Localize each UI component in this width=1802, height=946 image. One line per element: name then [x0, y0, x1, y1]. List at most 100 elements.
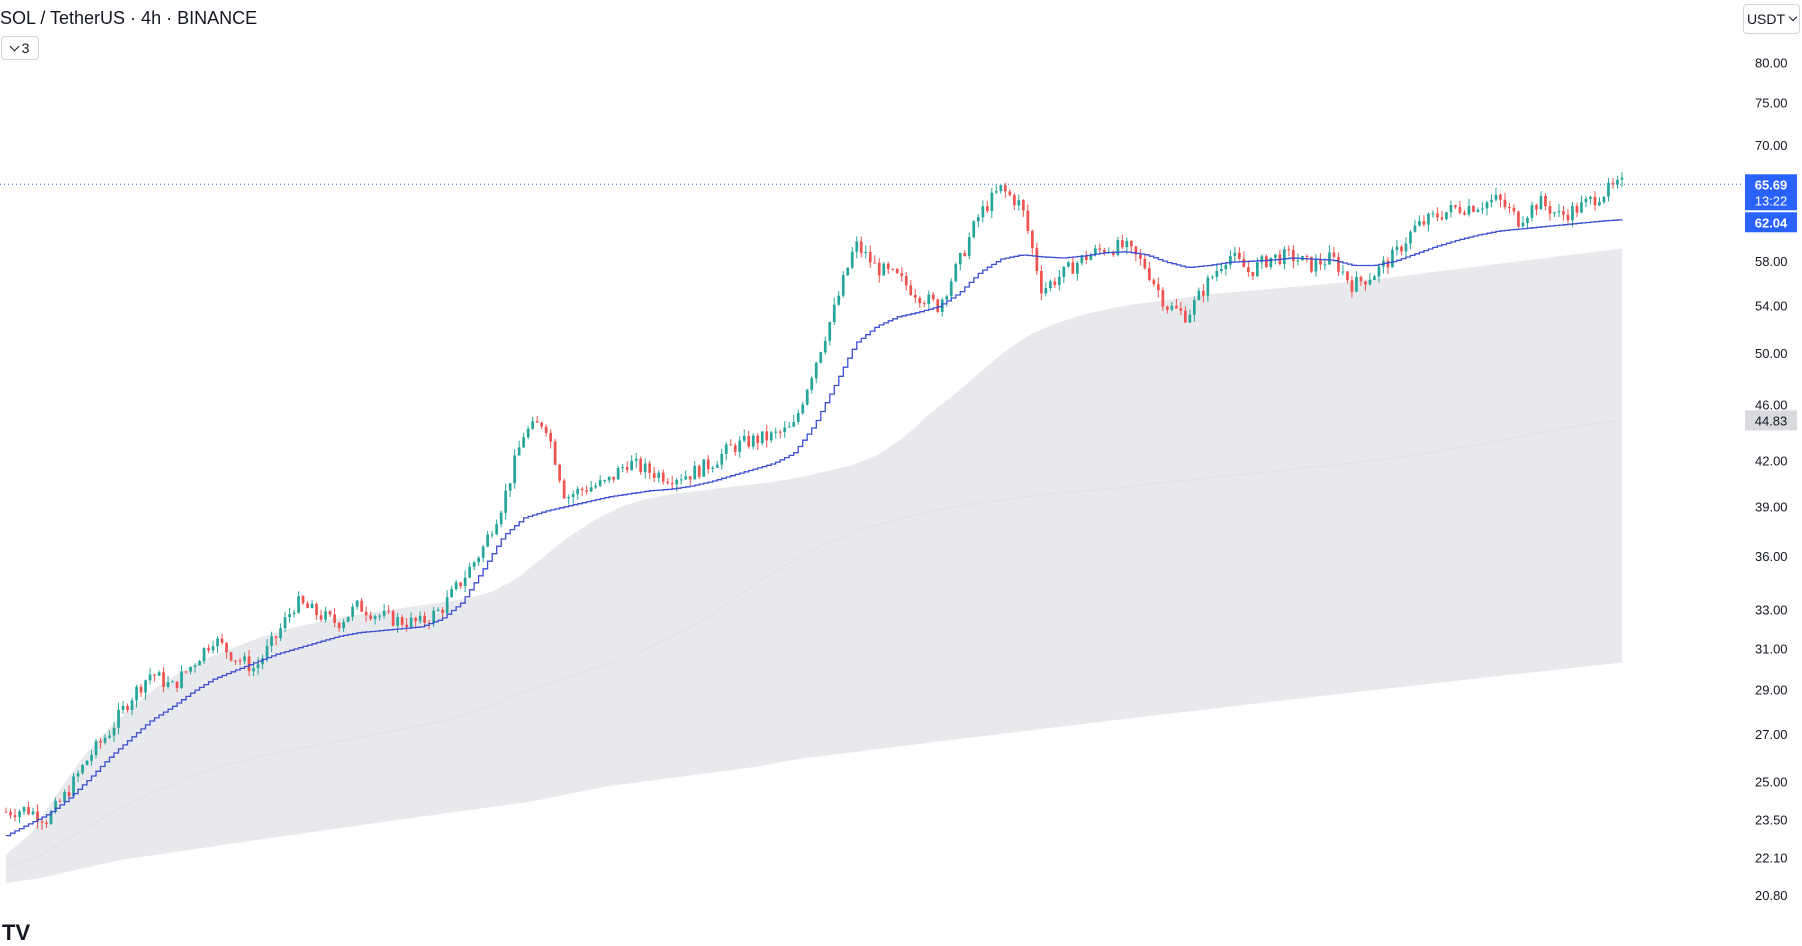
candle [639, 456, 642, 475]
candle [715, 460, 719, 468]
candle-body [684, 476, 688, 480]
indicator-count: 3 [21, 40, 30, 56]
y-axis-tick-label: 75.00 [1755, 95, 1788, 110]
candle [1481, 202, 1484, 214]
candle [1130, 240, 1133, 252]
candle [792, 414, 796, 428]
candle [1233, 246, 1237, 263]
candle [832, 297, 836, 326]
candle-body [144, 680, 147, 693]
candle-body [954, 264, 958, 282]
candle-body [1152, 279, 1156, 285]
band-cloud [6, 248, 1622, 884]
candle-body [513, 455, 516, 484]
candle [814, 361, 818, 384]
candle-body [823, 340, 827, 353]
currency-select-button[interactable]: USDT [1743, 4, 1800, 34]
candle [175, 681, 179, 693]
candle [796, 409, 800, 425]
candle-body [400, 617, 404, 625]
candle-body [531, 421, 534, 429]
candle-body [995, 191, 998, 193]
candle [895, 268, 899, 275]
symbol-title[interactable]: SOL / TetherUS · 4h · BINANCE [0, 8, 258, 28]
candle-body [850, 251, 854, 268]
candle-body [1485, 202, 1489, 209]
candle [616, 465, 620, 480]
candle-body [1256, 262, 1259, 276]
candle [1445, 212, 1448, 221]
candle [369, 611, 372, 622]
candle [801, 401, 805, 415]
candle-body [1238, 252, 1241, 259]
candle [288, 607, 291, 623]
candle-body [801, 404, 805, 414]
candle [328, 609, 332, 618]
candle [918, 296, 922, 308]
candle-body [756, 435, 760, 444]
band-mid-path [5, 419, 1623, 870]
candle [1530, 201, 1534, 222]
candle [904, 272, 908, 291]
candle [162, 667, 165, 693]
candle-body [189, 666, 192, 672]
candle [27, 802, 30, 816]
candle-body [891, 268, 895, 270]
candle-body [1184, 310, 1187, 323]
candle-body [1035, 248, 1039, 271]
candle-body [1319, 259, 1322, 265]
candle [1589, 195, 1592, 205]
candle-body [616, 468, 620, 480]
candle [1193, 296, 1196, 322]
candle-body [373, 616, 377, 619]
candle-body [738, 440, 742, 452]
candle-body [58, 800, 62, 802]
candle-body [1607, 182, 1610, 197]
candle [778, 429, 782, 439]
candle [1314, 254, 1318, 277]
candle-body [958, 253, 962, 265]
candle-body [535, 421, 539, 423]
candle-body [945, 296, 949, 300]
candle-body [1364, 281, 1367, 285]
candle [562, 478, 566, 500]
candle-body [1404, 243, 1408, 252]
candle [643, 458, 647, 479]
candle [279, 623, 282, 641]
indicators-toggle-button[interactable]: 3 [1, 36, 39, 60]
candle [846, 267, 850, 277]
candle-body [130, 700, 134, 710]
candle-body [986, 206, 989, 211]
candle-body [1422, 221, 1426, 225]
candle-body [1463, 212, 1466, 215]
candle [1463, 210, 1466, 216]
candle-body [441, 609, 444, 613]
candle [661, 469, 665, 485]
candle-body [364, 611, 368, 616]
candle [378, 614, 381, 621]
candle-body [1544, 196, 1547, 207]
candle-body [153, 674, 156, 676]
candle [949, 278, 953, 302]
candle [391, 609, 395, 627]
y-axis-tick-label: 33.00 [1755, 603, 1788, 618]
candle [67, 785, 71, 799]
candle [1112, 250, 1115, 258]
candle-body [301, 596, 305, 604]
candle-body [1071, 262, 1075, 274]
candle-body [234, 660, 237, 662]
candle-body [1085, 255, 1088, 260]
candle [900, 267, 904, 282]
candle-body [171, 681, 174, 683]
candle [207, 644, 210, 654]
candle [1566, 209, 1570, 224]
candle-body [1589, 196, 1592, 199]
candle [297, 591, 300, 614]
candle [774, 427, 778, 439]
candle-body [580, 488, 584, 491]
candle [999, 185, 1003, 194]
candle-body [27, 807, 30, 815]
candle [702, 459, 706, 477]
candle [598, 475, 602, 488]
